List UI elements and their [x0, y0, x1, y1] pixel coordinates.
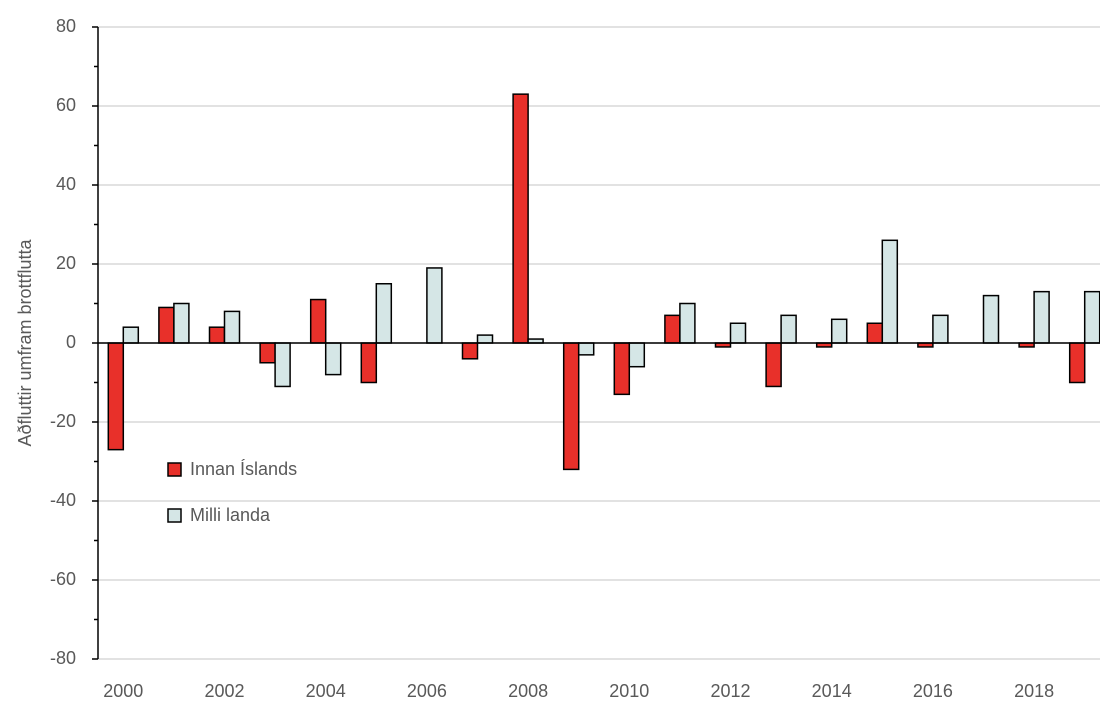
x-tick-label: 2014	[812, 681, 852, 701]
bar	[309, 298, 327, 344]
x-tick-label: 2018	[1014, 681, 1054, 701]
x-tick-label: 2008	[508, 681, 548, 701]
legend-label: Milli landa	[190, 505, 271, 525]
bar	[679, 302, 696, 344]
bar	[426, 267, 443, 344]
x-tick-label: 2004	[306, 681, 346, 701]
y-tick-label: -60	[50, 569, 76, 589]
bar	[122, 326, 140, 344]
bar	[982, 294, 1000, 344]
bar	[512, 93, 529, 344]
y-tick-label: 0	[66, 332, 76, 352]
bar	[765, 342, 782, 388]
bar	[274, 342, 291, 388]
bar	[1033, 290, 1050, 344]
legend-swatch	[167, 508, 182, 523]
legend-label: Innan Íslands	[190, 459, 297, 479]
bar	[932, 314, 949, 344]
x-tick-label: 2012	[710, 681, 750, 701]
bar	[360, 342, 378, 384]
bar	[375, 283, 393, 344]
y-tick-label: -40	[50, 490, 76, 510]
y-tick-label: 20	[56, 253, 76, 273]
bar	[173, 302, 190, 344]
bar	[577, 342, 595, 356]
x-tick-label: 2006	[407, 681, 447, 701]
y-tick-label: -80	[50, 648, 76, 668]
bar	[830, 318, 848, 344]
bar	[158, 306, 175, 344]
bar	[664, 314, 681, 344]
bar	[628, 342, 646, 368]
bar	[1068, 342, 1086, 384]
bar	[461, 342, 479, 360]
bar	[1083, 290, 1100, 344]
y-tick-label: 40	[56, 174, 76, 194]
legend-swatch	[167, 462, 182, 477]
x-tick-label: 2016	[913, 681, 953, 701]
x-tick-label: 2002	[204, 681, 244, 701]
bar	[223, 310, 241, 344]
y-axis-label: Aðfluttir umfram brottflutta	[15, 238, 35, 446]
bar	[324, 342, 342, 376]
y-tick-label: -20	[50, 411, 76, 431]
bar	[866, 322, 884, 344]
y-tick-label: 80	[56, 16, 76, 36]
bar	[613, 342, 631, 396]
y-tick-label: 60	[56, 95, 76, 115]
bar	[729, 322, 747, 344]
bar	[881, 239, 899, 344]
bar	[208, 326, 226, 344]
bar	[780, 314, 797, 344]
bar	[562, 342, 580, 471]
x-tick-label: 2010	[609, 681, 649, 701]
x-tick-label: 2000	[103, 681, 143, 701]
bar	[476, 334, 494, 344]
bar	[259, 342, 276, 364]
bar	[107, 342, 125, 451]
